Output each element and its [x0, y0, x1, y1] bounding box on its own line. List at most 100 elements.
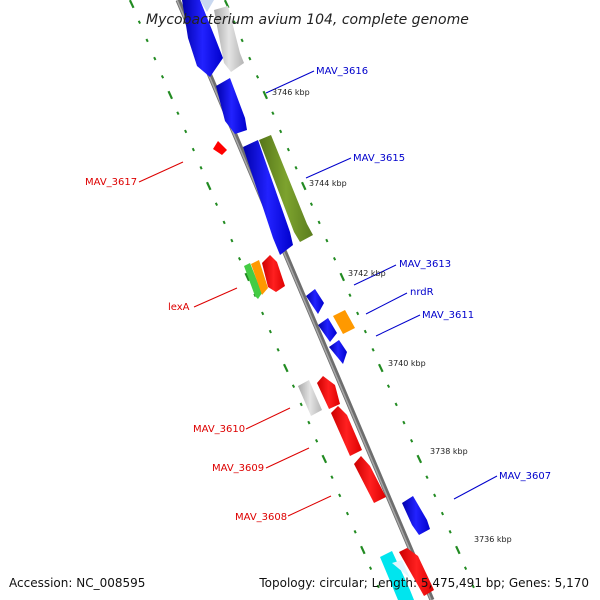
gene-label-mav-3609[interactable]: MAV_3609	[212, 463, 264, 474]
gene-arrow-mav-3615-green[interactable]	[259, 135, 313, 242]
gene-arrow-mav-3611[interactable]	[329, 340, 347, 364]
gene-arrow-lexa-orange[interactable]	[251, 260, 268, 295]
tick-mark	[463, 566, 468, 571]
gene-arrow-bottom-cyan[interactable]	[380, 551, 414, 600]
tick-label-3738: 3738 kbp	[430, 447, 468, 456]
tick-mark	[307, 420, 311, 425]
tick-mark	[321, 454, 328, 464]
tick-mark	[353, 529, 357, 534]
gene-arrow-lexa[interactable]	[262, 255, 285, 292]
tick-label-3744: 3744 kbp	[309, 179, 347, 188]
tick-mark	[317, 220, 321, 225]
tick-mark	[299, 402, 303, 407]
tick-mark	[248, 56, 252, 61]
tick-mark	[455, 545, 461, 555]
tick-mark	[433, 493, 437, 498]
tick-mark	[262, 90, 268, 100]
gene-arrow-mav-3608[interactable]	[354, 456, 386, 503]
tick-mark	[176, 111, 180, 116]
tick-mark	[386, 384, 391, 389]
gene-arrow-mav-3617[interactable]	[213, 141, 227, 155]
tick-mark	[448, 529, 452, 534]
gene-arrow-nrdr[interactable]	[333, 310, 355, 334]
gene-arrow-mav-3613[interactable]	[306, 289, 324, 314]
tick-mark	[286, 147, 290, 152]
tick-mark	[371, 347, 375, 352]
gene-arrow-bottom-red[interactable]	[399, 548, 434, 596]
tick-mark	[363, 329, 367, 334]
gene-label-lexa[interactable]: lexA	[168, 302, 190, 313]
tick-mark	[244, 272, 250, 282]
tick-mark	[276, 347, 280, 352]
gene-arrow-mav-3616[interactable]	[216, 78, 247, 134]
tick-mark	[261, 311, 265, 316]
gene-arrow-mav-3607[interactable]	[402, 496, 430, 535]
tick-mark	[348, 293, 352, 298]
gene-arrow-top-blue[interactable]	[182, 0, 223, 77]
tick-label-3736: 3736 kbp	[474, 535, 512, 544]
tick-mark	[255, 74, 260, 79]
tick-mark	[338, 493, 342, 498]
tick-mark	[230, 238, 234, 243]
gene-arrow-nrdr-blue[interactable]	[318, 318, 337, 342]
tick-mark	[145, 38, 149, 43]
tick-mark	[291, 384, 296, 389]
tick-label-3742: 3742 kbp	[348, 269, 386, 278]
gene-label-mav-3611[interactable]: MAV_3611	[422, 310, 474, 321]
tick-mark	[240, 38, 244, 43]
tick-mark	[222, 220, 226, 225]
tick-mark	[416, 454, 423, 464]
tick-mark	[325, 238, 329, 243]
tick-mark	[376, 584, 380, 589]
tick-mark	[330, 475, 334, 480]
gene-label-mav-3616[interactable]: MAV_3616	[316, 66, 368, 77]
gene-arrow-mav-3610-gray[interactable]	[298, 380, 322, 416]
gene-arrow-top-gray[interactable]	[214, 6, 244, 72]
tick-mark	[283, 363, 289, 373]
gene-arrow-bottom-light[interactable]	[392, 560, 410, 578]
tick-label-3740: 3740 kbp	[388, 359, 426, 368]
tick-mark	[368, 566, 373, 571]
tick-mark	[345, 511, 350, 516]
tick-mark	[184, 129, 188, 134]
gene-arrow-mav-3615-blue[interactable]	[243, 140, 293, 255]
tick-mark	[279, 129, 283, 134]
tick-mark	[199, 165, 203, 170]
tick-mark	[167, 90, 173, 100]
gene-label-mav-3610[interactable]: MAV_3610	[193, 424, 245, 435]
tick-mark	[394, 402, 398, 407]
tick-mark	[425, 475, 429, 480]
gene-arrow-mav-3609[interactable]	[331, 406, 362, 456]
tick-mark	[378, 363, 384, 373]
tick-mark	[128, 0, 135, 9]
gene-label-mav-3617[interactable]: MAV_3617	[85, 177, 137, 188]
gene-label-mav-3613[interactable]: MAV_3613	[399, 259, 451, 270]
tick-mark	[410, 438, 414, 443]
tick-mark	[301, 181, 307, 191]
tick-mark	[153, 56, 157, 61]
accession-text: Accession: NC_008595	[9, 576, 145, 590]
genome-title: Mycobacterium avium 104, complete genome	[146, 12, 469, 28]
tick-mark	[402, 420, 406, 425]
tick-mark	[268, 329, 272, 334]
tick-mark	[356, 311, 360, 316]
tick-mark	[271, 111, 275, 116]
gene-label-nrdr[interactable]: nrdR	[410, 287, 434, 298]
gene-label-mav-3608[interactable]: MAV_3608	[235, 512, 287, 523]
tick-mark	[471, 584, 475, 589]
gene-label-mav-3615[interactable]: MAV_3615	[353, 153, 405, 164]
tick-mark	[294, 165, 298, 170]
genome-summary-text: Topology: circular; Length: 5,475,491 bp…	[258, 576, 589, 590]
tick-label-3746: 3746 kbp	[272, 88, 310, 97]
gene-arrow-lexa-green[interactable]	[244, 263, 262, 299]
tick-mark	[309, 202, 314, 207]
gene-arrow-mav-3610[interactable]	[317, 376, 340, 409]
gene-arrow-top-light[interactable]	[200, 0, 214, 12]
tick-mark	[237, 256, 242, 261]
tick-mark	[206, 181, 212, 191]
tick-mark	[360, 545, 366, 555]
tick-mark	[339, 272, 345, 282]
gene-label-mav-3607[interactable]: MAV_3607	[499, 471, 551, 482]
